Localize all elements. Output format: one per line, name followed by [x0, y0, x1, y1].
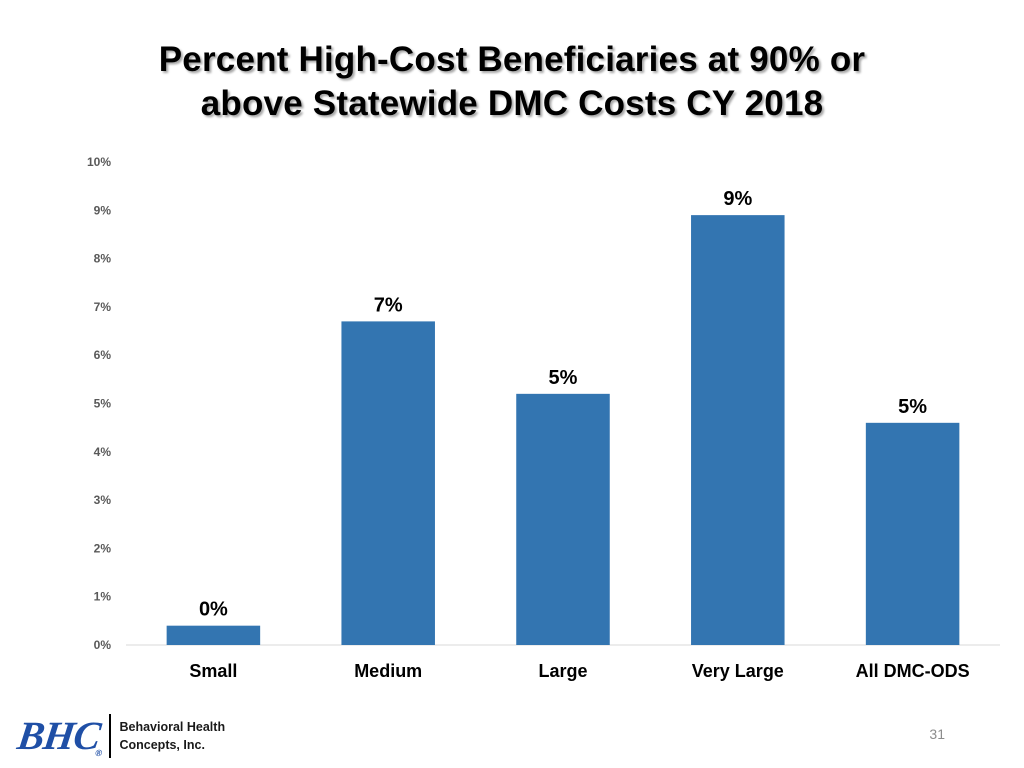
- company-logo: BHC ® Behavioral Health Concepts, Inc.: [14, 710, 225, 762]
- data-label: 0%: [199, 599, 228, 621]
- data-label: 5%: [549, 367, 578, 389]
- y-tick-label: 10%: [87, 155, 111, 169]
- company-name: Behavioral Health Concepts, Inc.: [119, 718, 225, 754]
- x-category-label: Small: [189, 661, 237, 681]
- y-axis-ticks: 0% 1% 2% 3% 4% 5% 6% 7% 8% 9% 10%: [87, 155, 111, 652]
- slide-title-line-1: Percent High-Cost Beneficiaries at 90% o…: [158, 40, 866, 79]
- data-label: 5%: [898, 396, 927, 418]
- y-tick-label: 3%: [94, 493, 112, 507]
- page-number: 31: [929, 726, 945, 742]
- y-tick-label: 9%: [94, 203, 112, 217]
- x-category-label: Large: [538, 661, 587, 681]
- bar-small: [166, 625, 261, 645]
- logo-divider: [109, 714, 112, 758]
- x-category-label: Medium: [354, 661, 422, 681]
- x-category-label: All DMC-ODS: [856, 661, 970, 681]
- y-tick-label: 8%: [94, 252, 112, 266]
- bar-large: [516, 393, 610, 645]
- y-tick-label: 6%: [94, 348, 112, 362]
- data-labels: 0% 7% 5% 9% 5%: [199, 188, 927, 621]
- slide-title-line-2: above Statewide DMC Costs CY 2018: [200, 84, 824, 123]
- company-name-line-1: Behavioral Health: [119, 720, 226, 734]
- bar-very-large: [691, 215, 785, 645]
- x-axis-category-labels: Small Medium Large Very Large All DMC-ODS: [189, 661, 969, 681]
- bar-series: [166, 215, 960, 645]
- bhc-logo-mark: BHC ®: [14, 713, 103, 758]
- y-tick-label: 5%: [94, 397, 112, 411]
- bhc-logo-letters: BHC: [14, 713, 103, 758]
- y-tick-label: 1%: [94, 590, 112, 604]
- slide-title: Percent High-Cost Beneficiaries at 90% o…: [0, 38, 1024, 126]
- company-name-line-2: Concepts, Inc.: [119, 738, 205, 752]
- y-tick-label: 0%: [94, 638, 112, 652]
- data-label: 9%: [723, 188, 752, 210]
- registered-mark: ®: [94, 748, 102, 758]
- y-tick-label: 2%: [94, 541, 112, 555]
- y-tick-label: 4%: [94, 445, 112, 459]
- y-tick-label: 7%: [94, 300, 112, 314]
- bar-medium: [341, 321, 435, 645]
- x-category-label: Very Large: [692, 661, 784, 681]
- data-label: 7%: [374, 294, 403, 316]
- bar-all-dmc-ods: [865, 422, 960, 645]
